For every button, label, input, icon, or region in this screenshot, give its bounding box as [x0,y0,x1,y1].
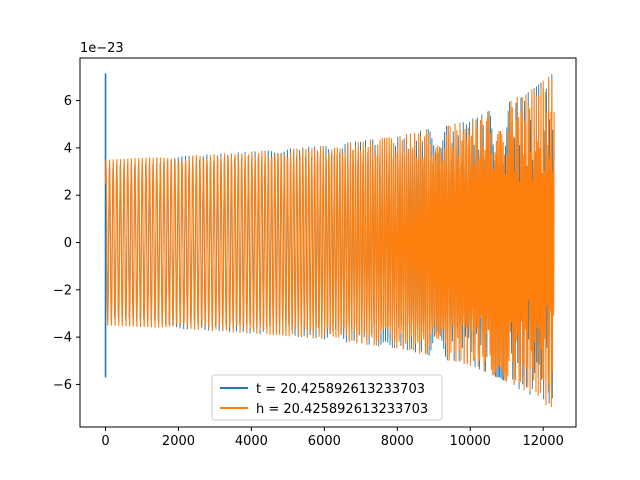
legend-label-h: h = 20.425892613233703 [256,402,428,417]
series-layer [104,73,555,407]
y-tick-label: 2 [64,189,72,204]
x-tick-label: 8000 [381,434,414,449]
x-tick-label: 0 [101,434,109,449]
y-tick-label: −4 [53,331,72,346]
x-tick-label: 10000 [450,434,491,449]
y-axis-scale-label: 1e−23 [80,41,124,56]
y-tick-label: −6 [53,378,72,393]
y-tick-label: 0 [64,236,72,251]
y-axis: −6 −4 −2 0 2 4 6 [53,94,80,393]
x-tick-label: 4000 [235,434,268,449]
x-tick-label: 6000 [308,434,341,449]
series-h-line [104,76,555,407]
legend: t = 20.425892613233703 h = 20.4258926132… [211,374,443,421]
x-axis: 0 2000 4000 6000 8000 10000 12000 [101,427,564,449]
y-tick-label: −2 [53,283,72,298]
legend-box [211,374,443,421]
y-tick-label: 4 [64,141,72,156]
x-tick-label: 12000 [522,434,563,449]
y-tick-label: 6 [64,94,72,109]
x-tick-label: 2000 [162,434,195,449]
legend-label-t: t = 20.425892613233703 [256,382,425,397]
